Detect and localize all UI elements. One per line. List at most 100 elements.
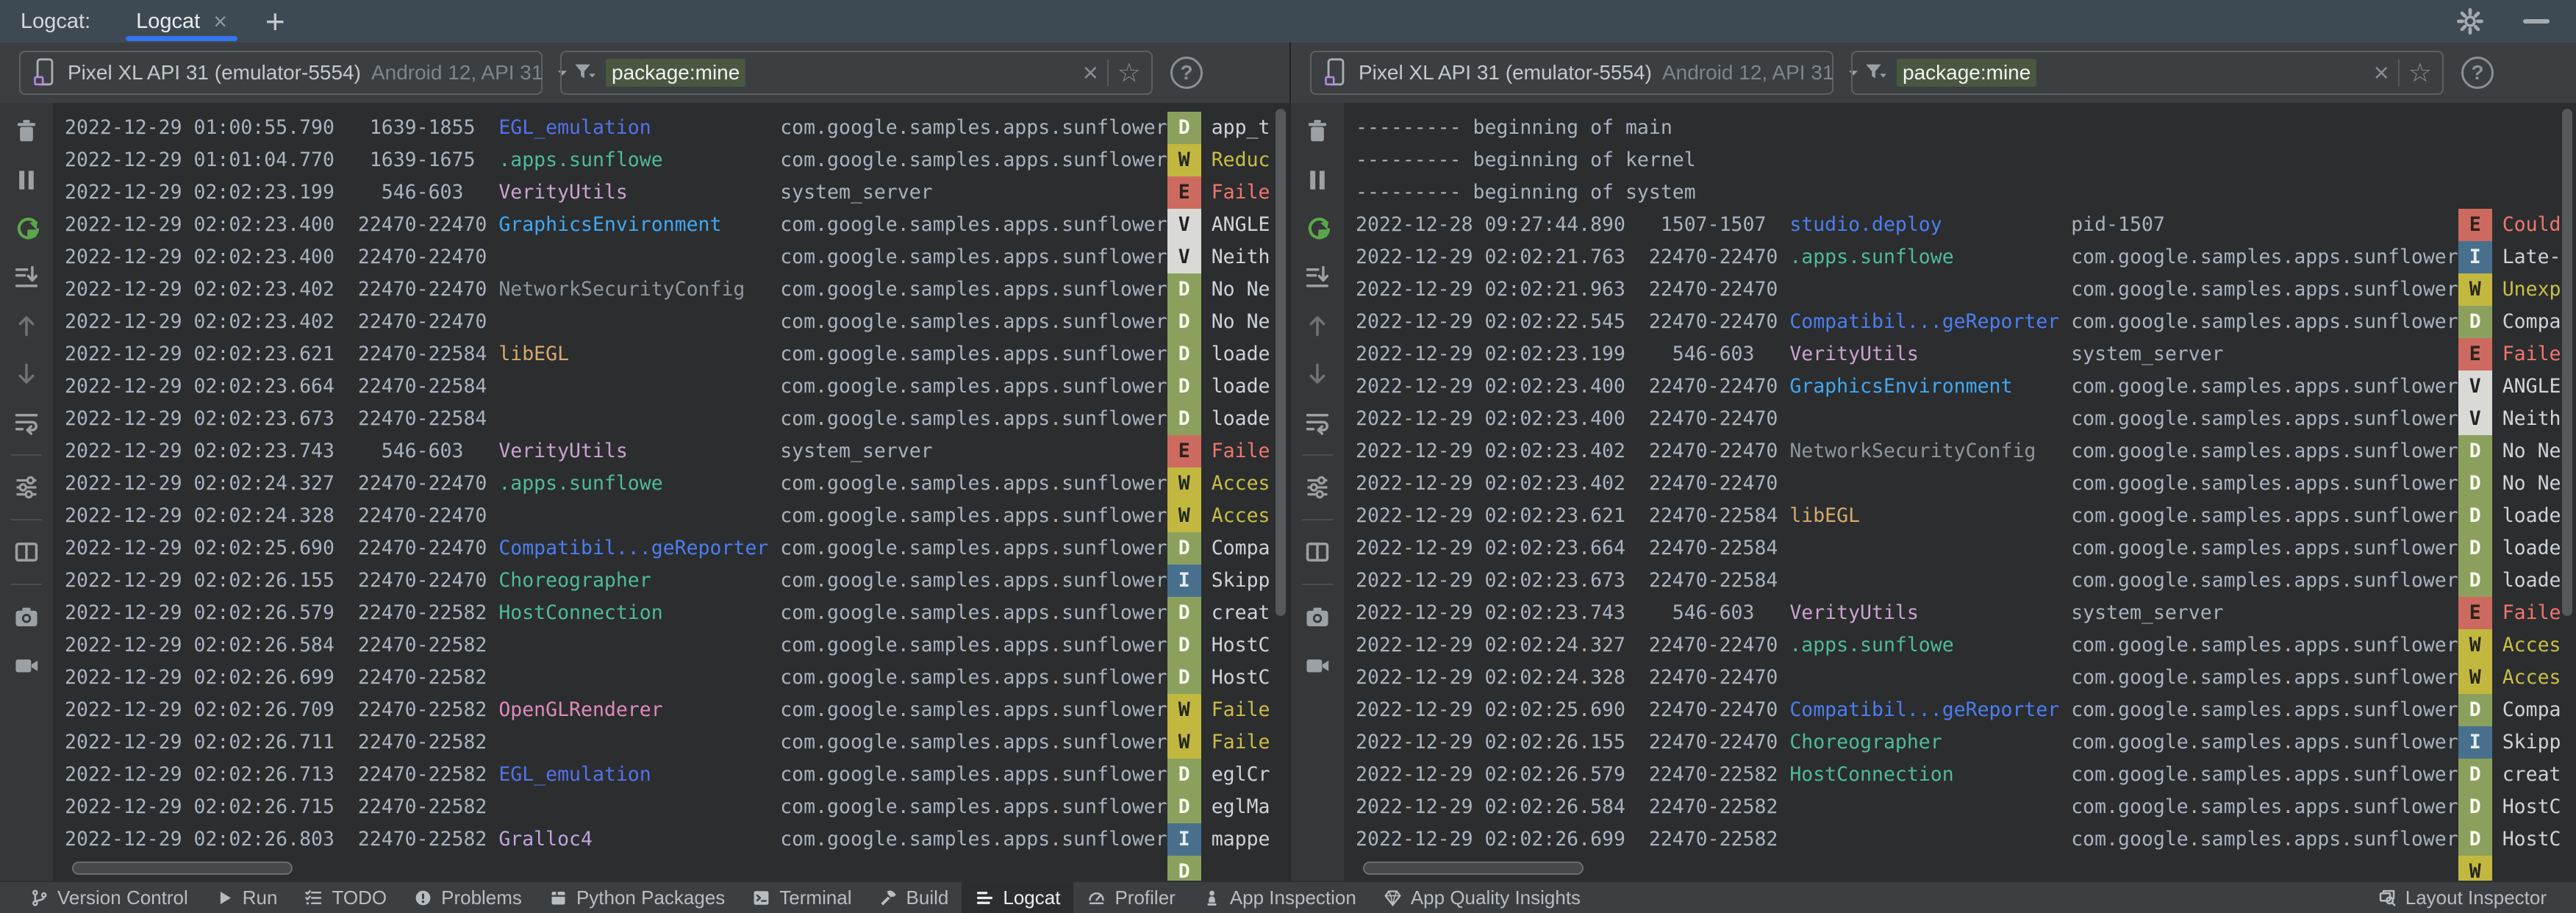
log-row[interactable]: 2022-12-29 02:02:26.579 22470-22582 Host… [65, 597, 1289, 629]
gear-icon[interactable] [2455, 7, 2485, 36]
log-row[interactable]: --------- beginning of main [1356, 112, 2576, 144]
log-row[interactable]: 2022-12-29 02:02:23.400 22470-22470 Grap… [65, 209, 1289, 241]
restart-logcat-icon[interactable] [1303, 215, 1331, 243]
take-screenshot-icon[interactable] [12, 603, 40, 631]
log-row[interactable]: 2022-12-29 02:02:23.673 22470-22584 com.… [1356, 565, 2576, 597]
log-row[interactable]: 2022-12-29 02:02:26.699 22470-22582 com.… [65, 662, 1289, 694]
tool-button-problems[interactable]: Problems [400, 882, 535, 913]
log-row[interactable]: 2022-12-29 02:02:26.155 22470-22470 Chor… [65, 565, 1289, 597]
log-row[interactable]: 2022-12-29 02:02:26.803 22470-22582 Gral… [65, 823, 1289, 856]
tool-button-version-control[interactable]: Version Control [16, 882, 201, 913]
take-screenshot-icon[interactable] [1303, 603, 1331, 631]
scroll-to-end-icon[interactable] [1303, 263, 1331, 291]
next-occurrence-icon[interactable] [1303, 360, 1331, 388]
log-row[interactable]: 2022-12-29 02:02:24.327 22470-22470 .app… [1356, 629, 2576, 662]
log-row[interactable]: 2022-12-29 02:02:24.328 22470-22470 com.… [65, 500, 1289, 532]
log-row[interactable]: 2022-12-29 02:02:23.402 22470-22470 Netw… [65, 273, 1289, 306]
restart-logcat-icon[interactable] [12, 215, 40, 243]
tool-button-layout-inspector[interactable]: Layout Inspector [2364, 882, 2560, 913]
vertical-scrollbar[interactable] [2562, 109, 2572, 616]
log-row[interactable]: 2022-12-29 02:02:26.584 22470-22582 com.… [65, 629, 1289, 662]
tool-button-todo[interactable]: TODO [290, 882, 400, 913]
tool-button-logcat[interactable]: Logcat [962, 882, 1074, 913]
horizontal-scrollbar[interactable] [1363, 862, 1584, 875]
log-view[interactable]: 2022-12-29 01:00:55.790 1639-1855 EGL_em… [53, 103, 1289, 881]
log-row[interactable]: 2022-12-29 02:02:26.155 22470-22470 Chor… [1356, 726, 2576, 759]
log-row[interactable]: 2022-12-29 02:02:26.713 22470-22582 EGL_… [65, 759, 1289, 791]
next-occurrence-icon[interactable] [12, 360, 40, 388]
log-row[interactable]: D [65, 856, 1289, 881]
log-row[interactable]: 2022-12-29 02:02:23.621 22470-22584 libE… [1356, 500, 2576, 532]
log-row[interactable]: 2022-12-29 02:02:23.400 22470-22470 com.… [65, 241, 1289, 273]
log-row[interactable]: 2022-12-29 02:02:26.709 22470-22582 Open… [65, 694, 1289, 726]
close-tab-icon[interactable]: × [213, 8, 227, 35]
add-tab-button[interactable]: + [265, 2, 285, 40]
log-row[interactable]: 2022-12-29 02:02:23.743 546-603 VerityUt… [65, 435, 1289, 468]
log-row[interactable]: 2022-12-29 02:02:21.963 22470-22470 com.… [1356, 273, 2576, 306]
favorite-filter-icon[interactable]: ☆ [1117, 57, 1141, 87]
vertical-scrollbar[interactable] [1276, 109, 1286, 616]
device-selector[interactable]: Pixel XL API 31 (emulator-5554) Android … [19, 51, 568, 95]
log-row[interactable]: 2022-12-29 02:02:26.711 22470-22582 com.… [65, 726, 1289, 759]
log-row[interactable]: 2022-12-29 02:02:25.690 22470-22470 Comp… [1356, 694, 2576, 726]
pause-logcat-icon[interactable] [12, 166, 40, 194]
log-row[interactable]: 2022-12-29 02:02:21.763 22470-22470 .app… [1356, 241, 2576, 273]
tool-button-python-packages[interactable]: Python Packages [535, 882, 738, 913]
log-row[interactable]: 2022-12-29 02:02:23.400 22470-22470 Grap… [1356, 370, 2576, 403]
filter-icon[interactable] [1863, 60, 1888, 85]
tool-button-run[interactable]: Run [201, 882, 291, 913]
log-row[interactable]: 2022-12-28 09:27:44.890 1507-1507 studio… [1356, 209, 2576, 241]
clear-filter-icon[interactable]: × [2373, 57, 2389, 87]
clear-logcat-icon[interactable] [1303, 118, 1331, 146]
logcat-settings-icon[interactable] [1303, 473, 1331, 501]
favorite-filter-icon[interactable]: ☆ [2408, 57, 2432, 87]
tool-button-build[interactable]: Build [865, 882, 962, 913]
horizontal-scrollbar[interactable] [72, 862, 293, 875]
tool-button-profiler[interactable]: Profiler [1073, 882, 1188, 913]
log-row[interactable]: 2022-12-29 02:02:23.402 22470-22470 Netw… [1356, 435, 2576, 468]
log-row[interactable]: 2022-12-29 02:02:23.743 546-603 VerityUt… [1356, 597, 2576, 629]
split-panes-icon[interactable] [12, 538, 40, 566]
log-row[interactable]: 2022-12-29 02:02:22.545 22470-22470 Comp… [1356, 306, 2576, 338]
soft-wrap-icon[interactable] [12, 409, 40, 437]
log-row[interactable]: 2022-12-29 01:00:55.790 1639-1855 EGL_em… [65, 112, 1289, 144]
previous-occurrence-icon[interactable] [12, 312, 40, 340]
minimize-icon[interactable] [2523, 19, 2550, 24]
tab-logcat[interactable]: Logcat × [124, 0, 239, 43]
log-row[interactable]: 2022-12-29 02:02:23.664 22470-22584 com.… [65, 370, 1289, 403]
log-row[interactable]: 2022-12-29 02:02:23.402 22470-22470 com.… [65, 306, 1289, 338]
scroll-to-end-icon[interactable] [12, 263, 40, 291]
log-row[interactable]: 2022-12-29 02:02:24.328 22470-22470 com.… [1356, 662, 2576, 694]
help-icon[interactable]: ? [1170, 57, 1203, 89]
log-row[interactable]: 2022-12-29 02:02:26.579 22470-22582 Host… [1356, 759, 2576, 791]
clear-filter-icon[interactable]: × [1082, 57, 1098, 87]
logcat-filter-input[interactable]: package:mine × ☆ [560, 51, 1153, 95]
soft-wrap-icon[interactable] [1303, 409, 1331, 437]
pause-logcat-icon[interactable] [1303, 166, 1331, 194]
previous-occurrence-icon[interactable] [1303, 312, 1331, 340]
log-row[interactable]: 2022-12-29 02:02:26.699 22470-22582 com.… [1356, 823, 2576, 856]
clear-logcat-icon[interactable] [12, 118, 40, 146]
tool-button-app-inspection[interactable]: App Inspection [1189, 882, 1370, 913]
split-panes-icon[interactable] [1303, 538, 1331, 566]
logcat-settings-icon[interactable] [12, 473, 40, 501]
tool-button-app-quality-insights[interactable]: App Quality Insights [1370, 882, 1594, 913]
log-row[interactable]: 2022-12-29 02:02:25.690 22470-22470 Comp… [65, 532, 1289, 565]
tool-button-terminal[interactable]: Terminal [738, 882, 865, 913]
log-row[interactable]: 2022-12-29 02:02:23.402 22470-22470 com.… [1356, 468, 2576, 500]
logcat-filter-input[interactable]: package:mine × ☆ [1851, 51, 2444, 95]
record-screen-icon[interactable] [12, 651, 40, 679]
log-row[interactable]: W [1356, 856, 2576, 881]
record-screen-icon[interactable] [1303, 651, 1331, 679]
log-row[interactable]: 2022-12-29 02:02:23.664 22470-22584 com.… [1356, 532, 2576, 565]
log-row[interactable]: 2022-12-29 02:02:23.199 546-603 VerityUt… [65, 176, 1289, 209]
log-row[interactable]: 2022-12-29 02:02:23.621 22470-22584 libE… [65, 338, 1289, 370]
device-selector[interactable]: Pixel XL API 31 (emulator-5554) Android … [1310, 51, 1858, 95]
log-row[interactable]: 2022-12-29 02:02:24.327 22470-22470 .app… [65, 468, 1289, 500]
log-row[interactable]: 2022-12-29 02:02:23.199 546-603 VerityUt… [1356, 338, 2576, 370]
log-view[interactable]: --------- beginning of main --------- beg… [1344, 103, 2576, 881]
log-row[interactable]: 2022-12-29 02:02:23.400 22470-22470 com.… [1356, 403, 2576, 435]
log-row[interactable]: 2022-12-29 02:02:23.673 22470-22584 com.… [65, 403, 1289, 435]
log-row[interactable]: --------- beginning of system [1356, 176, 2576, 209]
log-row[interactable]: --------- beginning of kernel [1356, 144, 2576, 176]
